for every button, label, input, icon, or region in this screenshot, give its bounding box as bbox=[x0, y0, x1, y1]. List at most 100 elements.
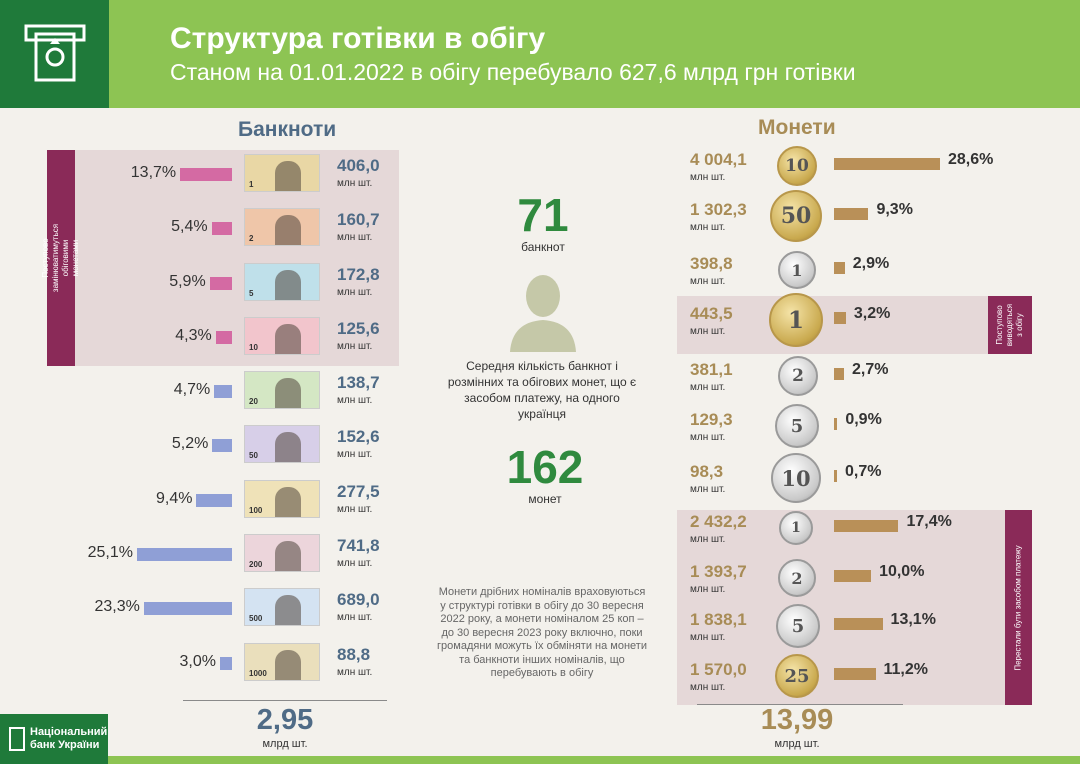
coin-share-label: 0,9% bbox=[845, 411, 882, 428]
portrait-icon bbox=[275, 595, 301, 625]
banknote-share-label: 3,0% bbox=[179, 653, 216, 670]
coin-image: 10 bbox=[771, 453, 821, 503]
banknote-share-bar bbox=[209, 277, 232, 290]
banknote-image: 10 bbox=[244, 317, 320, 355]
banknote-row: 5,2% 50 152,6 млн шт. bbox=[0, 425, 400, 465]
banknote-count: 741,8 bbox=[337, 536, 380, 555]
coin-nominal: 50 bbox=[780, 203, 812, 229]
banknotes-title: Банкноти bbox=[238, 118, 337, 141]
banknotes-total-line bbox=[183, 700, 387, 701]
portrait-icon bbox=[275, 650, 301, 680]
banknote-nominal: 5 bbox=[249, 289, 254, 298]
coin-count-unit: млн шт. bbox=[690, 682, 726, 693]
coin-image: 2 bbox=[778, 559, 816, 597]
banknote-count-unit: млн шт. bbox=[337, 667, 373, 678]
banknote-row: 25,1% 200 741,8 млн шт. bbox=[0, 534, 400, 574]
banknote-share-bar bbox=[220, 657, 232, 670]
coin-image: 25 bbox=[775, 654, 819, 698]
coin-count-unit: млн шт. bbox=[690, 584, 726, 595]
coin-count: 4 004,1 bbox=[690, 150, 747, 169]
coin-nominal: 10 bbox=[785, 156, 809, 176]
coin-share-bar bbox=[834, 618, 883, 630]
coin-row: 443,5 млн шт. 1 3,2% bbox=[680, 293, 1060, 350]
banknote-nominal: 1000 bbox=[249, 669, 267, 678]
coin-count-unit: млн шт. bbox=[690, 276, 726, 287]
coins-per-person: 162 bbox=[506, 441, 584, 493]
banknote-image: 200 bbox=[244, 534, 320, 572]
coin-nominal: 2 bbox=[791, 568, 803, 588]
banknote-image: 100 bbox=[244, 480, 320, 518]
coins-footnote: Монети дрібних номіналів враховуються у … bbox=[437, 586, 647, 679]
coin-share-bar bbox=[834, 368, 844, 380]
coins-highlight-withdrawn bbox=[677, 296, 1005, 354]
coin-count-unit: млн шт. bbox=[690, 484, 726, 495]
banknote-share-bar bbox=[214, 385, 232, 398]
coin-nominal: 1 bbox=[791, 520, 801, 536]
coin-row: 1 302,3 млн шт. 50 9,3% bbox=[680, 190, 1060, 246]
coin-share-label: 9,3% bbox=[876, 201, 913, 218]
coin-count: 1 393,7 bbox=[690, 562, 747, 581]
coin-share-label: 0,7% bbox=[845, 463, 882, 480]
portrait-icon bbox=[275, 541, 301, 571]
coins-total-unit: млрд шт. bbox=[774, 738, 820, 750]
coin-count: 381,1 bbox=[690, 360, 733, 379]
coins-side-label-demonetized: Перестали бути засобом платежу bbox=[1005, 510, 1032, 705]
bottom-bar bbox=[108, 756, 1080, 764]
banknote-row: 13,7% 1 406,0 млн шт. bbox=[0, 154, 400, 194]
portrait-icon bbox=[275, 215, 301, 245]
banknotes-per-person-label: банкнот bbox=[521, 240, 565, 254]
coin-row: 98,3 млн шт. 10 0,7% bbox=[680, 453, 1060, 508]
coin-nominal: 1 bbox=[791, 260, 803, 280]
banknotes-total-unit: млрд шт. bbox=[262, 738, 308, 750]
banknote-share-bar bbox=[211, 222, 232, 235]
coin-nominal: 2 bbox=[792, 366, 804, 386]
coin-nominal: 10 bbox=[781, 465, 811, 491]
coin-count: 129,3 bbox=[690, 410, 733, 429]
coins-side-label-withdrawn: Поступово виводяться з обігу bbox=[988, 296, 1032, 354]
coin-share-label: 17,4% bbox=[906, 513, 952, 530]
coin-count: 398,8 bbox=[690, 254, 733, 273]
banknote-count-unit: млн шт. bbox=[337, 612, 373, 623]
header: Структура готівки в обігу Станом на 01.0… bbox=[0, 0, 1080, 108]
coin-image: 1 bbox=[779, 511, 813, 545]
coins-per-person-label: монет bbox=[528, 492, 562, 506]
cash-icon-box bbox=[0, 0, 109, 108]
banknote-nominal: 100 bbox=[249, 506, 263, 515]
banknote-count: 152,6 bbox=[337, 427, 380, 446]
atm-cash-icon bbox=[24, 24, 86, 82]
banknote-share-bar bbox=[212, 439, 232, 452]
banknote-count: 277,5 bbox=[337, 482, 380, 501]
coin-row: 4 004,1 млн шт. 10 28,6% bbox=[680, 146, 1060, 196]
banknotes-side-label: Поступово замінюватимуться обіговими мон… bbox=[41, 150, 80, 366]
coin-count: 98,3 bbox=[690, 462, 724, 481]
banknote-share-label: 25,1% bbox=[87, 544, 133, 561]
banknote-nominal: 200 bbox=[249, 560, 263, 569]
banknote-image: 20 bbox=[244, 371, 320, 409]
banknote-nominal: 50 bbox=[249, 451, 258, 460]
coin-share-label: 11,2% bbox=[883, 661, 928, 678]
banknote-count: 406,0 bbox=[337, 156, 380, 175]
coin-image: 1 bbox=[778, 251, 816, 289]
coin-count-unit: млн шт. bbox=[690, 222, 726, 233]
coin-image: 1 bbox=[769, 293, 823, 347]
coin-share-label: 2,7% bbox=[852, 361, 889, 378]
coin-share-label: 2,9% bbox=[852, 255, 890, 272]
banknote-count-unit: млн шт. bbox=[337, 232, 373, 243]
banknote-image: 1000 bbox=[244, 643, 320, 681]
portrait-icon bbox=[275, 161, 301, 191]
coin-row: 398,8 млн шт. 1 2,9% bbox=[680, 250, 1060, 300]
banknote-share-bar bbox=[180, 168, 232, 181]
banknote-share-label: 5,4% bbox=[171, 218, 208, 235]
coin-nominal: 1 bbox=[787, 306, 804, 334]
banknote-row: 3,0% 1000 88,8 млн шт. bbox=[0, 643, 400, 683]
coin-share-bar bbox=[834, 668, 876, 680]
banknote-row: 5,4% 2 160,7 млн шт. bbox=[0, 208, 400, 248]
banknote-nominal: 10 bbox=[249, 343, 258, 352]
banknote-count-unit: млн шт. bbox=[337, 395, 373, 406]
banknote-count-unit: млн шт. bbox=[337, 287, 373, 298]
coin-share-label: 28,6% bbox=[948, 151, 994, 168]
banknote-image: 1 bbox=[244, 154, 320, 192]
person-icon bbox=[510, 275, 576, 352]
coin-share-bar bbox=[834, 208, 869, 220]
banknote-count: 689,0 bbox=[337, 590, 380, 609]
